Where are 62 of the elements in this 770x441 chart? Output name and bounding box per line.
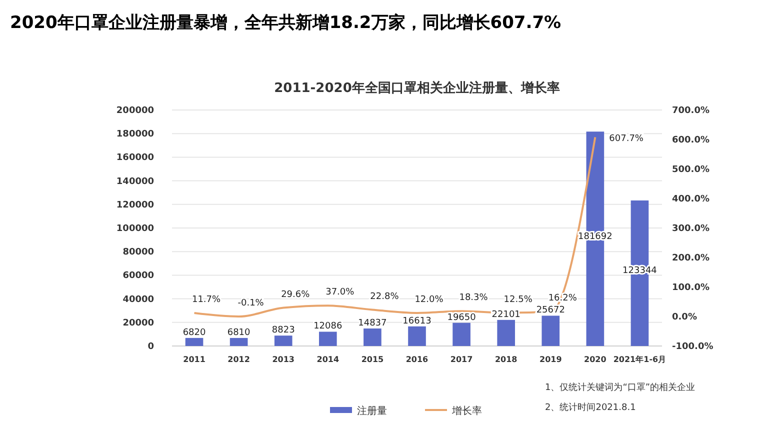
data-label: 19650	[447, 312, 476, 323]
bar	[319, 332, 337, 346]
bar	[542, 316, 560, 346]
y2-tick-label: 100.0%	[672, 283, 710, 293]
data-label: 8823	[272, 326, 295, 336]
y-tick-label: 140000	[116, 176, 154, 187]
y2-tick-label: 600.0%	[672, 136, 710, 146]
data-label: 12.0%	[414, 294, 444, 305]
bar	[185, 338, 204, 346]
text: 1、仅统计关键词为“口罩”的相关企业	[545, 382, 696, 393]
data-label: -0.1%	[238, 298, 264, 309]
y-tick-label: 100000	[116, 224, 154, 234]
text: 2、统计时间2021.8.1	[545, 402, 636, 413]
data-label: 22.8%	[370, 292, 400, 302]
data-label: 29.6%	[281, 290, 310, 300]
x-tick-label: 2020	[584, 355, 607, 364]
data-label: 11.7%	[192, 295, 222, 306]
y2-tick-label: 500.0%	[672, 165, 710, 175]
x-tick-label: 2015	[361, 355, 384, 364]
x-tick-label: 2014	[316, 355, 340, 364]
y2-tick-label: 0.0%	[672, 312, 697, 322]
y-tick-label: 40000	[122, 294, 154, 305]
y-tick-label: 160000	[116, 153, 154, 164]
x-tick-label: 2013	[272, 355, 294, 364]
y-tick-label: 180000	[116, 130, 154, 140]
bar	[497, 320, 515, 346]
data-label: 6820	[182, 328, 206, 338]
x-tick-label: 2017	[450, 355, 473, 364]
bar	[408, 326, 426, 346]
chart-title: 2020年口罩企业注册量暴增，全年共新增18.2万家，同比增长607.7%	[10, 13, 562, 33]
y2-tick-label: 400.0%	[672, 194, 710, 204]
y2-tick-label: -100.0%	[672, 342, 714, 352]
y-tick-label: 80000	[122, 248, 154, 258]
data-label: 12086	[314, 322, 342, 332]
bar	[452, 322, 470, 346]
bar	[274, 336, 292, 346]
legend-label: 注册量	[357, 405, 387, 417]
y2-tick-label: 200.0%	[672, 254, 710, 264]
x-tick-label: 2018	[494, 355, 518, 364]
data-label: 12.5%	[504, 294, 533, 305]
data-label: 607.7%	[609, 134, 644, 144]
legend-label: 增长率	[451, 405, 482, 417]
y-tick-label: 60000	[122, 271, 154, 282]
x-tick-label: 2012	[228, 355, 250, 364]
y-tick-label: 0	[148, 342, 154, 352]
x-tick-label: 2016	[406, 355, 429, 364]
bar	[230, 338, 248, 346]
bar	[364, 328, 382, 346]
x-tick-label: 2011	[183, 355, 206, 364]
chart-subtitle: 2011-2020年全国口罩相关企业注册量、增长率	[274, 80, 560, 96]
y2-tick-label: 300.0%	[672, 224, 710, 234]
data-label: 37.0%	[326, 288, 355, 298]
x-tick-label: 2021年1-6月	[613, 355, 666, 364]
y2-tick-label: 700.0%	[672, 106, 710, 116]
data-label: 6810	[227, 328, 251, 338]
y-tick-label: 120000	[116, 200, 154, 210]
y-tick-label: 20000	[122, 318, 154, 328]
x-tick-label: 2019	[540, 355, 562, 364]
data-label: 14837	[358, 318, 387, 328]
y-tick-label: 200000	[116, 106, 154, 116]
data-label: 18.3%	[459, 293, 488, 304]
data-label: 16613	[402, 316, 432, 326]
